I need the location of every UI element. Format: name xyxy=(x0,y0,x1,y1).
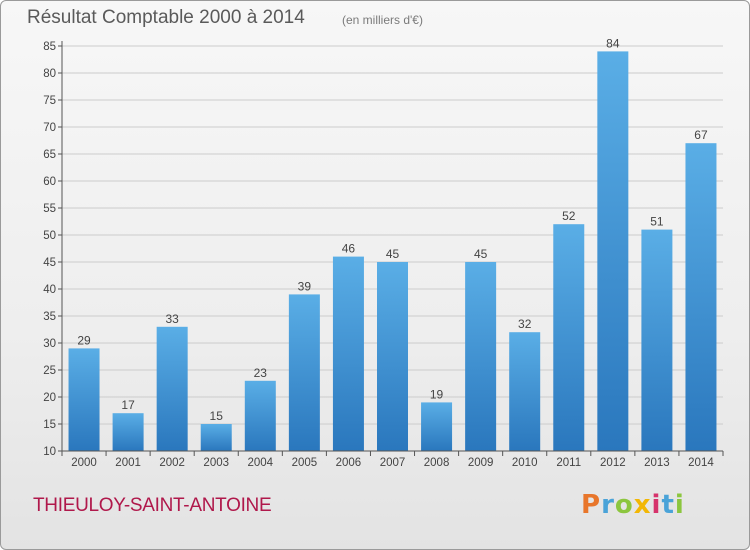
y-tick-label: 85 xyxy=(43,41,56,53)
y-tick-label: 65 xyxy=(43,149,56,161)
x-tick-label: 2007 xyxy=(380,457,406,469)
x-tick-label: 2000 xyxy=(71,457,97,469)
bar-2000 xyxy=(68,348,100,451)
y-tick-label: 75 xyxy=(43,95,56,107)
logo-letter: P xyxy=(581,490,602,520)
unit-note: (en milliers d'€) xyxy=(342,13,423,27)
data-label: 32 xyxy=(518,317,532,331)
commune-name: THIEULOY-SAINT-ANTOINE xyxy=(33,495,272,516)
x-tick-label: 2009 xyxy=(468,457,494,469)
logo-letter: i xyxy=(651,490,662,520)
data-label: 19 xyxy=(430,387,444,401)
bar-2007 xyxy=(377,262,408,451)
x-tick-label: 2003 xyxy=(203,457,229,469)
x-tick-label: 2014 xyxy=(688,457,714,469)
y-tick-label: 35 xyxy=(43,311,56,323)
bar-2014 xyxy=(685,143,717,451)
y-tick-label: 80 xyxy=(43,68,56,80)
logo-letter: i xyxy=(674,490,685,520)
data-label: 17 xyxy=(121,398,135,412)
x-tick-label: 2004 xyxy=(248,457,274,469)
data-label: 45 xyxy=(386,247,400,261)
y-tick-label: 55 xyxy=(43,203,56,215)
logo-letter: t xyxy=(661,490,675,520)
logo-letter: r xyxy=(601,490,615,520)
bar-2002 xyxy=(156,326,188,451)
logo-letter: o xyxy=(614,490,634,520)
bar-2011 xyxy=(553,224,585,451)
bar-2010 xyxy=(509,332,541,451)
y-tick-label: 50 xyxy=(43,230,56,242)
data-label: 29 xyxy=(77,333,91,347)
bar-2013 xyxy=(641,229,673,451)
data-label: 39 xyxy=(298,279,312,293)
x-tick-label: 2012 xyxy=(600,457,626,469)
bar-2004 xyxy=(244,380,276,451)
labels: 10 15 20 25 30 35 40 45 50 55 60 65 70 75 80 85 29 2000 17… xyxy=(43,36,714,469)
x-tick-label: 2008 xyxy=(424,457,450,469)
data-label: 46 xyxy=(342,242,356,256)
data-label: 33 xyxy=(165,312,179,326)
y-tick-label: 70 xyxy=(43,122,56,134)
y-tick-label: 25 xyxy=(43,365,56,377)
bar-2006 xyxy=(332,256,364,451)
x-tick-label: 2013 xyxy=(644,457,670,469)
bars xyxy=(68,51,717,452)
x-tick-label: 2002 xyxy=(159,457,185,469)
data-label: 45 xyxy=(474,247,488,261)
x-tick-label: 2006 xyxy=(336,457,362,469)
bar-2003 xyxy=(200,424,232,451)
logo-letter: x xyxy=(633,490,652,520)
y-tick-label: 40 xyxy=(43,284,56,296)
x-tick-label: 2001 xyxy=(115,457,141,469)
bar-2008 xyxy=(421,402,453,451)
y-tick-label: 60 xyxy=(43,176,56,188)
y-tick-label: 45 xyxy=(43,257,56,269)
data-label: 15 xyxy=(210,409,224,423)
bar-2005 xyxy=(288,294,320,451)
x-tick-label: 2011 xyxy=(556,457,581,469)
bar-2009 xyxy=(465,262,497,451)
y-tick-label: 30 xyxy=(43,338,56,350)
data-label: 23 xyxy=(254,366,268,380)
bar-2012 xyxy=(597,51,629,452)
proxiti-logo[interactable]: Proxiti xyxy=(581,490,685,520)
x-tick-label: 2010 xyxy=(512,457,538,469)
chart-title: Résultat Comptable 2000 à 2014 xyxy=(27,7,305,28)
data-label: 52 xyxy=(562,209,576,223)
y-tick-label: 15 xyxy=(43,419,56,431)
axes xyxy=(58,41,724,456)
data-label: 84 xyxy=(606,36,620,50)
y-tick-label: 10 xyxy=(43,446,56,458)
y-tick-label: 20 xyxy=(43,392,56,404)
data-label: 67 xyxy=(694,128,708,142)
data-label: 51 xyxy=(650,215,664,229)
bar-2001 xyxy=(112,413,144,451)
x-tick-label: 2005 xyxy=(292,457,318,469)
